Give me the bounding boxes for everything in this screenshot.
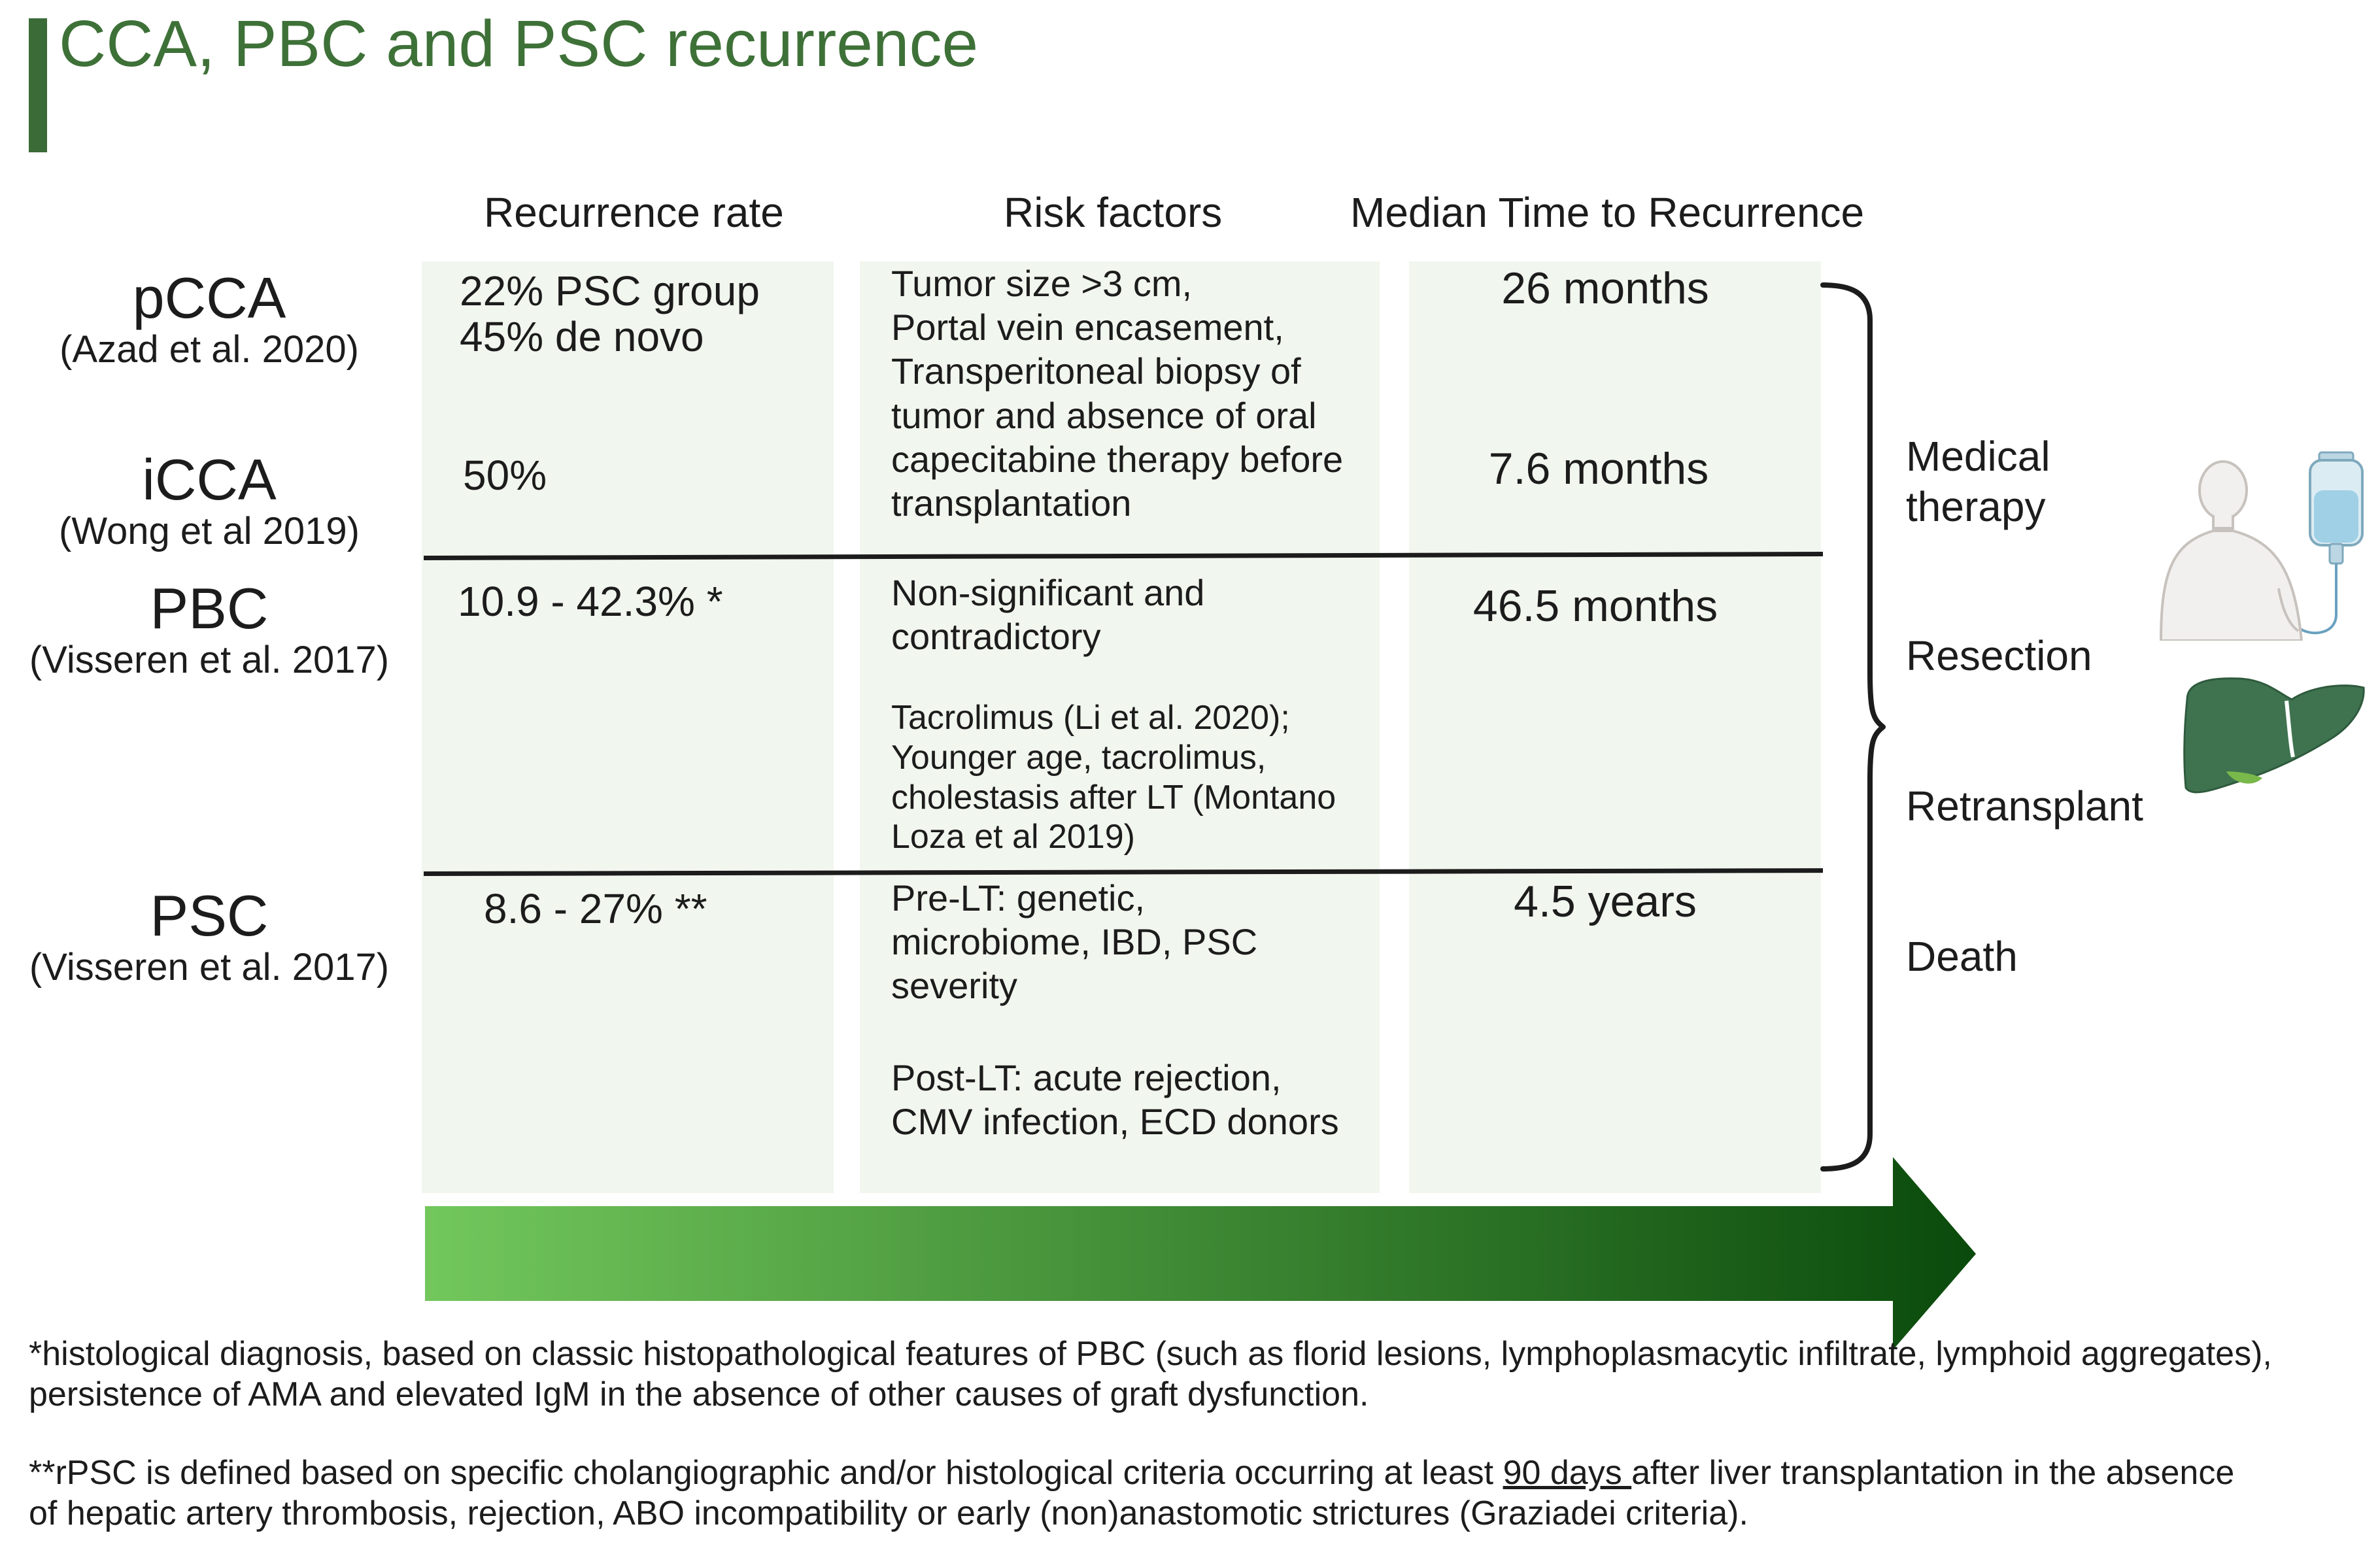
risk-line: transplantation: [891, 482, 1132, 524]
risk-line: tumor and absence of oral: [891, 394, 1317, 436]
footnote-line: persistence of AMA and elevated IgM in t…: [29, 1375, 1369, 1414]
risk-psc-post-lt: Post-LT: acute rejection, CMV infection,…: [891, 1056, 1339, 1143]
disease-reference: (Visseren et al. 2017): [29, 639, 390, 682]
risk-pbc-summary: Non-significant and contradictory: [891, 571, 1204, 658]
header-median-time: Median Time to Recurrence: [1350, 189, 1865, 236]
risk-line: contradictory: [891, 616, 1101, 658]
risk-line: capecitabine therapy before: [891, 438, 1344, 480]
footnote-pbc: *histological diagnosis, based on classi…: [29, 1334, 2272, 1415]
disease-reference: (Wong et al 2019): [59, 510, 360, 553]
rate-pcca: 22% PSC group 45% de novo: [460, 268, 760, 360]
risk-line: Non-significant and: [891, 572, 1205, 613]
footnote-psc: **rPSC is defined based on specific chol…: [29, 1453, 2234, 1534]
outcome-death: Death: [1906, 933, 2018, 980]
risk-line: microbiome, IBD, PSC: [891, 921, 1258, 963]
risk-pbc-studies: Tacrolimus (Li et al. 2020); Younger age…: [891, 698, 1336, 857]
risk-line: Portal vein encasement,: [891, 307, 1284, 348]
risk-line: Loza et al 2019): [891, 818, 1135, 856]
header-risk-factors: Risk factors: [1004, 189, 1223, 236]
risk-cca: Tumor size >3 cm, Portal vein encasement…: [891, 261, 1343, 525]
risk-line: Tacrolimus (Li et al. 2020);: [891, 699, 1290, 737]
row-label-icca: iCCA (Wong et al 2019): [0, 447, 418, 554]
risk-line: cholestasis after LT (Montano: [891, 778, 1336, 817]
disease-reference: (Azad et al. 2020): [60, 328, 359, 371]
risk-line: severity: [891, 965, 1017, 1007]
risk-line: Transperitoneal biopsy of: [891, 350, 1301, 392]
rate-line: 22% PSC group: [460, 267, 760, 314]
rate-pbc: 10.9 - 42.3% *: [458, 578, 723, 625]
footnote-line: of hepatic artery thrombosis, rejection,…: [29, 1494, 1748, 1533]
patient-iv-drip-icon: [2159, 451, 2364, 641]
footnote-text: **rPSC is defined based on specific chol…: [29, 1454, 1503, 1492]
risk-line: Pre-LT: genetic,: [891, 877, 1146, 918]
panel-recurrence-rate: [422, 261, 834, 1193]
median-psc: 4.5 years: [1514, 877, 1697, 926]
risk-line: Tumor size >3 cm,: [891, 263, 1193, 304]
outcome-retransplant: Retransplant: [1906, 783, 2143, 830]
outcome-line: therapy: [1906, 482, 2046, 530]
row-label-pbc: PBC (Visseren et al. 2017): [0, 576, 418, 682]
title-accent-bar: [29, 18, 47, 152]
risk-line: CMV infection, ECD donors: [891, 1101, 1339, 1143]
page-title: CCA, PBC and PSC recurrence: [59, 7, 979, 80]
risk-psc-pre-lt: Pre-LT: genetic, microbiome, IBD, PSC se…: [891, 876, 1257, 1008]
median-icca: 7.6 months: [1488, 444, 1709, 494]
disease-name: PBC: [150, 576, 269, 641]
risk-line: Younger age, tacrolimus,: [891, 738, 1266, 777]
panel-risk-factors: [860, 261, 1380, 1193]
disease-name: PSC: [150, 883, 269, 948]
disease-name: pCCA: [132, 265, 286, 330]
risk-line: Post-LT: acute rejection,: [891, 1057, 1282, 1098]
rate-psc: 8.6 - 27% **: [484, 885, 707, 932]
outcome-line: Medical: [1906, 433, 2050, 480]
outcome-medical-therapy: Medical therapy: [1906, 431, 2050, 532]
row-label-pcca: pCCA (Azad et al. 2020): [0, 265, 418, 372]
header-recurrence-rate: Recurrence rate: [484, 189, 784, 236]
footnote-line: **rPSC is defined based on specific chol…: [29, 1453, 2234, 1493]
panel-median-time: [1409, 261, 1821, 1193]
footnote-text: after liver transplantation in the absen…: [1631, 1454, 2235, 1492]
median-pcca: 26 months: [1501, 263, 1709, 313]
rate-icca: 50%: [463, 452, 547, 499]
disease-name: iCCA: [142, 447, 277, 512]
outcome-resection: Resection: [1906, 632, 2092, 679]
row-label-psc: PSC (Visseren et al. 2017): [0, 883, 418, 990]
severity-gradient-arrow: [425, 1157, 1976, 1350]
outcome-brace: [1820, 282, 1886, 1171]
rate-line: 45% de novo: [460, 313, 704, 361]
disease-reference: (Visseren et al. 2017): [29, 946, 390, 989]
footnote-line: *histological diagnosis, based on classi…: [29, 1335, 2272, 1373]
liver-icon: [2183, 677, 2365, 794]
median-pbc: 46.5 months: [1472, 581, 1718, 631]
footnote-underlined-days: 90 days: [1503, 1454, 1632, 1492]
